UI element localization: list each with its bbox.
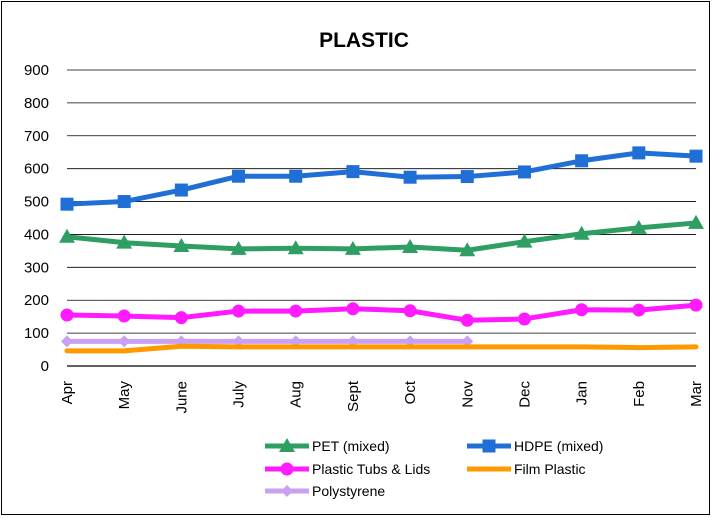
data-point xyxy=(287,240,304,255)
x-axis: Apr May June July Aug Sept Oct Nov Dec Jan Feb Mar xyxy=(59,380,705,413)
x-tick-label: Mar xyxy=(688,381,705,407)
data-point xyxy=(688,214,704,229)
data-point xyxy=(403,304,417,318)
data-point xyxy=(517,312,531,326)
y-tick-label: 200 xyxy=(24,292,49,309)
y-tick-label: 600 xyxy=(24,161,49,178)
data-point xyxy=(460,313,474,327)
data-point xyxy=(516,233,533,248)
data-point xyxy=(632,146,646,160)
data-point xyxy=(403,170,417,184)
data-point xyxy=(346,165,360,179)
series-polystyrene xyxy=(61,335,474,348)
legend: PET (mixed) HDPE (mixed) Plastic Tubs & Li… xyxy=(265,438,603,499)
gridlines xyxy=(67,69,696,367)
legend-label: Polystyrene xyxy=(312,483,385,499)
data-point xyxy=(116,234,133,249)
legend-marker xyxy=(279,438,295,452)
series-pet-mixed xyxy=(59,214,704,257)
series-line xyxy=(64,343,699,354)
data-point xyxy=(689,298,703,312)
series-line xyxy=(64,302,699,323)
y-tick-label: 700 xyxy=(24,128,49,145)
legend-item: PET (mixed) xyxy=(265,438,390,454)
x-tick-label: Nov xyxy=(459,381,476,408)
x-tick-label: Apr xyxy=(59,381,76,404)
x-tick-label: June xyxy=(173,381,190,414)
data-point xyxy=(404,335,417,348)
data-point xyxy=(289,335,302,348)
y-tick-label: 100 xyxy=(24,325,49,342)
data-point xyxy=(575,303,589,317)
legend-marker xyxy=(280,462,294,476)
series-hdpe-mixed xyxy=(60,146,703,211)
y-tick-label: 300 xyxy=(24,259,49,276)
data-point xyxy=(232,304,246,318)
data-point xyxy=(459,242,476,257)
data-point xyxy=(573,225,590,240)
legend-marker xyxy=(281,485,293,497)
series-plastic-tubs-lids xyxy=(60,298,703,327)
data-point xyxy=(60,197,74,211)
x-tick-label: Jan xyxy=(574,381,591,405)
legend-marker xyxy=(482,439,496,453)
data-point xyxy=(344,240,361,255)
legend-label: HDPE (mixed) xyxy=(514,438,603,454)
data-point xyxy=(346,335,359,348)
data-point xyxy=(174,183,188,197)
y-axis: 0 100 200 300 400 500 600 700 800 900 xyxy=(24,62,49,375)
legend-item: HDPE (mixed) xyxy=(467,438,603,454)
series-lines xyxy=(59,146,704,354)
data-point xyxy=(289,304,303,318)
series-line xyxy=(64,150,699,207)
data-point xyxy=(346,302,360,316)
y-tick-label: 500 xyxy=(24,194,49,211)
data-point xyxy=(689,149,703,163)
y-tick-label: 400 xyxy=(24,226,49,243)
data-point xyxy=(630,219,647,234)
data-point xyxy=(632,303,646,317)
data-point xyxy=(118,335,131,348)
legend-item: Polystyrene xyxy=(265,483,385,499)
legend-label: Plastic Tubs & Lids xyxy=(312,461,430,477)
data-point xyxy=(232,335,245,348)
legend-item: Film Plastic xyxy=(467,461,586,477)
x-tick-label: Feb xyxy=(631,381,648,407)
data-point xyxy=(460,170,474,184)
data-point xyxy=(517,165,531,179)
data-point xyxy=(173,237,190,252)
data-point xyxy=(61,335,73,348)
y-tick-label: 800 xyxy=(24,95,49,112)
data-point xyxy=(402,238,419,253)
data-point xyxy=(230,240,247,255)
x-tick-label: Dec xyxy=(516,381,533,408)
x-tick-label: Oct xyxy=(402,380,419,404)
legend-label: Film Plastic xyxy=(514,461,586,477)
series-film-plastic xyxy=(64,343,699,354)
x-tick-label: July xyxy=(231,381,248,408)
data-point xyxy=(575,154,589,168)
data-point xyxy=(461,335,474,348)
x-tick-label: Sept xyxy=(345,380,362,412)
data-point xyxy=(232,169,246,183)
chart-title: PLASTIC xyxy=(319,29,409,52)
x-tick-label: May xyxy=(116,381,133,410)
data-point xyxy=(59,228,75,243)
legend-label: PET (mixed) xyxy=(312,438,390,454)
data-point xyxy=(117,309,131,323)
y-tick-label: 900 xyxy=(24,62,49,79)
data-point xyxy=(117,195,131,209)
data-point xyxy=(289,169,303,183)
data-point xyxy=(174,311,188,325)
data-point xyxy=(60,308,74,322)
legend-item: Plastic Tubs & Lids xyxy=(265,461,430,477)
y-tick-label: 0 xyxy=(41,358,49,375)
x-tick-label: Aug xyxy=(288,381,305,408)
series-line xyxy=(64,220,699,253)
